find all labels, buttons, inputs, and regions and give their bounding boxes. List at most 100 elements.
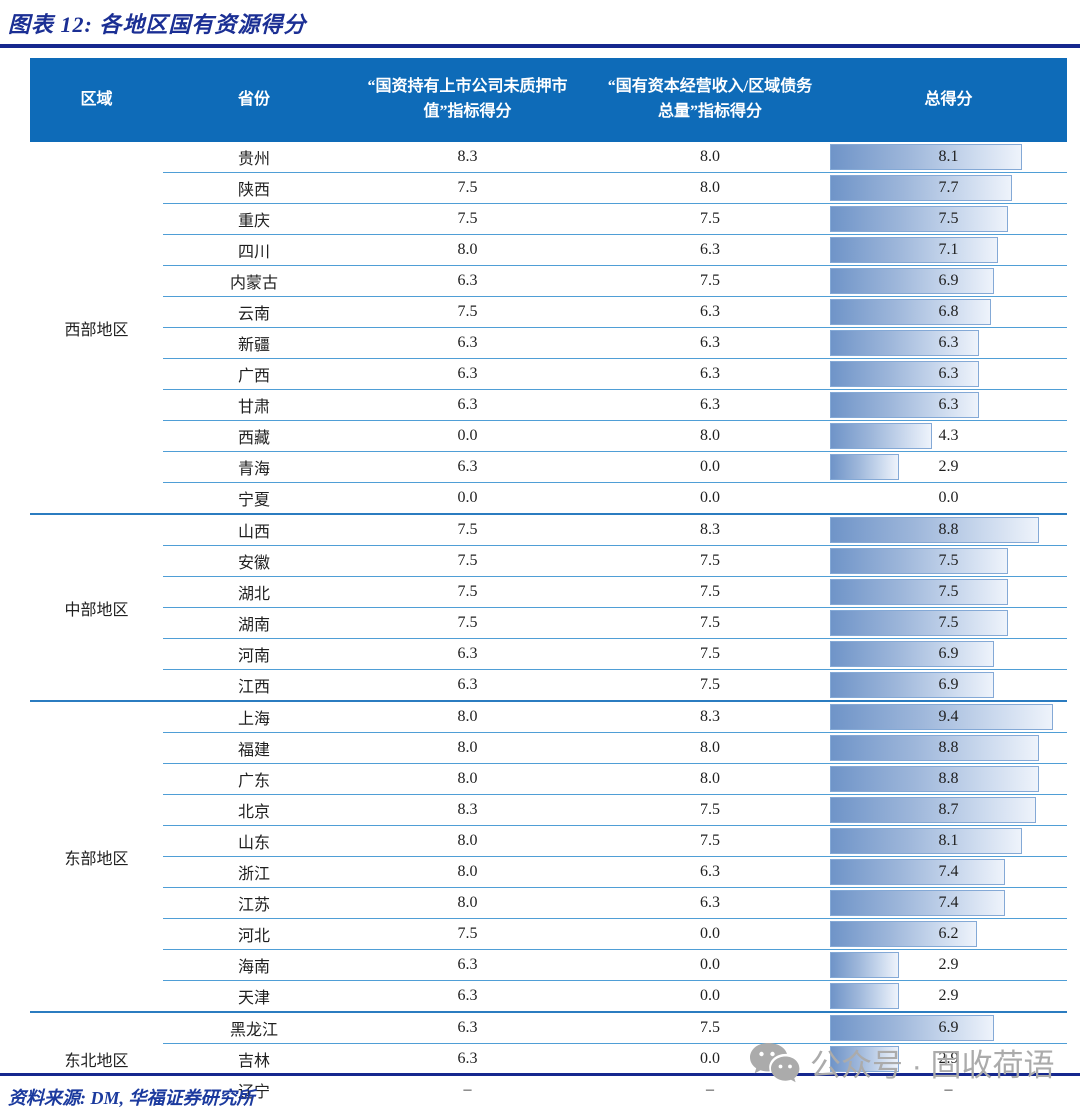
total-score-bar <box>830 175 1013 201</box>
indicator2-score-cell: 0.0 <box>590 980 830 1013</box>
total-score-value: 7.4 <box>938 863 959 880</box>
table-row: 江西 6.3 7.5 6.9 <box>30 669 1067 702</box>
table-row: 河北 7.5 0.0 6.2 <box>30 918 1067 950</box>
table-row: 河南 6.3 7.5 6.9 <box>30 638 1067 670</box>
header-indicator2: “国有资本经营收入/区域债务总量”指标得分 <box>590 58 830 142</box>
total-score-bar <box>830 299 992 325</box>
indicator2-score-cell: 7.5 <box>590 794 830 826</box>
indicator1-score-cell: 7.5 <box>345 296 590 328</box>
total-score-value: 6.8 <box>938 303 959 320</box>
total-score-value: 7.1 <box>938 241 959 258</box>
province-cell: 广西 <box>163 358 345 390</box>
indicator2-score-cell: 0.0 <box>590 949 830 981</box>
total-score-value: – <box>944 1081 953 1098</box>
region-cell: 东部地区 <box>30 701 163 1013</box>
province-cell: 甘肃 <box>163 389 345 421</box>
header-indicator1: “国资持有上市公司未质押市值”指标得分 <box>345 58 590 142</box>
table-row: 北京 8.3 7.5 8.7 <box>30 794 1067 826</box>
province-cell: 西藏 <box>163 420 345 452</box>
total-score-value: 8.1 <box>938 148 959 165</box>
total-score-cell: 9.4 <box>830 701 1067 733</box>
indicator2-score-cell: 6.3 <box>590 887 830 919</box>
total-score-value: 6.9 <box>938 676 959 693</box>
indicator2-score-cell: 7.5 <box>590 669 830 702</box>
total-score-cell: 6.9 <box>830 669 1067 702</box>
indicator1-score-cell: 8.0 <box>345 234 590 266</box>
total-score-value: 8.8 <box>938 770 959 787</box>
indicator1-score-cell: 6.3 <box>345 949 590 981</box>
total-score-bar <box>830 983 899 1009</box>
total-score-value: 7.5 <box>938 210 959 227</box>
province-cell: 辽宁 <box>237 1084 270 1101</box>
total-score-value: 6.3 <box>938 334 959 351</box>
indicator2-score-cell: 6.3 <box>590 296 830 328</box>
wechat-icon <box>750 1042 800 1082</box>
indicator2-score-cell: 7.5 <box>590 545 830 577</box>
total-score-value: 6.9 <box>938 272 959 289</box>
table-row: 四川 8.0 6.3 7.1 <box>30 234 1067 266</box>
total-score-bar <box>830 548 1008 574</box>
indicator1-score-cell: 6.3 <box>345 669 590 702</box>
province-cell: 新疆 <box>163 327 345 359</box>
indicator1-score-cell: 7.5 <box>345 172 590 204</box>
total-score-cell: 7.5 <box>830 576 1067 608</box>
indicator1-score-cell: 8.0 <box>345 763 590 795</box>
indicator1-score-cell: 0.0 <box>345 420 590 452</box>
region-cell: 西部地区 <box>30 142 163 515</box>
total-score-value: 8.8 <box>938 739 959 756</box>
indicator1-score-cell: 7.5 <box>345 514 590 546</box>
total-score-cell: 8.8 <box>830 763 1067 795</box>
indicator1-score-cell: 7.5 <box>345 545 590 577</box>
total-score-cell: 6.8 <box>830 296 1067 328</box>
total-score-cell: 2.9 <box>830 1043 1067 1075</box>
total-score-bar <box>830 206 1008 232</box>
indicator2-score-cell: 8.0 <box>590 763 830 795</box>
total-score-bar <box>830 392 980 418</box>
indicator1-score-cell: 8.0 <box>345 701 590 733</box>
total-score-bar <box>830 361 980 387</box>
indicator1-score-cell: 8.3 <box>345 794 590 826</box>
total-score-bar <box>830 952 899 978</box>
table-row: 辽宁 – – – <box>30 1075 1067 1106</box>
figure-title: 图表 12: 各地区国有资源得分 <box>8 12 307 37</box>
total-score-value: 4.3 <box>938 427 959 444</box>
total-score-cell: 7.1 <box>830 234 1067 266</box>
total-score-cell: 8.1 <box>830 142 1067 173</box>
table-row: 新疆 6.3 6.3 6.3 <box>30 327 1067 359</box>
province-cell: 四川 <box>163 234 345 266</box>
table-row: 湖南 7.5 7.5 7.5 <box>30 607 1067 639</box>
province-cell: 广东 <box>163 763 345 795</box>
province-cell: 山东 <box>163 825 345 857</box>
total-score-bar <box>830 237 999 263</box>
indicator2-score-cell: 7.5 <box>590 607 830 639</box>
total-score-value: 0.0 <box>938 489 959 506</box>
total-score-value: 2.9 <box>938 1050 959 1067</box>
table-row: 东北地区 黑龙江 6.3 7.5 6.9 <box>30 1012 1067 1070</box>
table-row: 江苏 8.0 6.3 7.4 <box>30 887 1067 919</box>
total-score-bar <box>830 766 1039 792</box>
total-score-bar <box>830 454 899 480</box>
indicator1-score-cell: 7.5 <box>345 918 590 950</box>
indicator1-score-cell: 8.0 <box>345 887 590 919</box>
indicator1-score-cell: 6.3 <box>345 1043 590 1075</box>
province-cell: 江苏 <box>163 887 345 919</box>
total-score-value: 6.9 <box>938 645 959 662</box>
indicator1-score-cell: 6.3 <box>345 327 590 359</box>
total-score-value: 2.9 <box>938 987 959 1004</box>
total-score-cell: – <box>830 1075 1067 1106</box>
table-row: 西藏 0.0 8.0 4.3 <box>30 420 1067 452</box>
indicator1-score-cell: – <box>463 1081 472 1098</box>
province-cell: 贵州 <box>163 142 345 173</box>
table-body: 西部地区 贵州 8.3 8.0 8.1 陕西 7.5 8.0 7.7 重庆 7.5 7.5 7.5 四川 8… <box>30 142 1067 1105</box>
total-score-value: 7.5 <box>938 583 959 600</box>
total-score-cell: 6.3 <box>830 327 1067 359</box>
total-score-bar <box>830 610 1008 636</box>
table-header: 区域 省份 “国资持有上市公司未质押市值”指标得分 “国有资本经营收入/区域债务… <box>30 58 1067 142</box>
table-row: 西部地区 贵州 8.3 8.0 8.1 <box>30 142 1067 515</box>
total-score-cell: 6.3 <box>830 358 1067 390</box>
table-row: 陕西 7.5 8.0 7.7 <box>30 172 1067 204</box>
total-score-cell: 2.9 <box>830 980 1067 1013</box>
total-score-value: 6.2 <box>938 925 959 942</box>
indicator2-score-cell: 6.3 <box>590 234 830 266</box>
province-cell: 江西 <box>163 669 345 702</box>
